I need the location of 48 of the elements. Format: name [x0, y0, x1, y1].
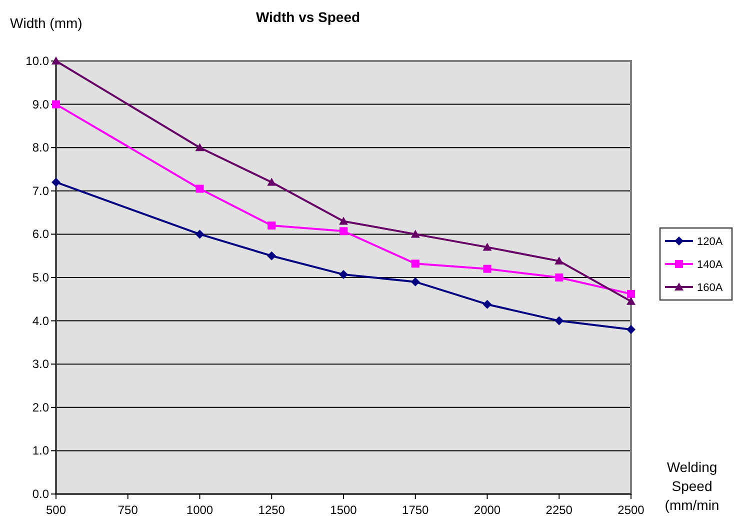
point: [195, 230, 204, 239]
x-tick-label: 1250: [258, 503, 286, 517]
x-tick-label: 750: [118, 503, 138, 517]
point: [483, 264, 492, 273]
point: [555, 274, 564, 282]
point: [482, 242, 492, 251]
y-tick-label: 3.0: [32, 357, 50, 372]
chart-title: Width vs Speed: [256, 9, 360, 25]
point: [339, 270, 348, 279]
y-tick-label: 7.0: [32, 184, 50, 198]
y-tick-label: 4.0: [32, 314, 50, 328]
point: [267, 178, 276, 186]
x-tick-label: 2500: [618, 503, 645, 517]
legend-label: 140A: [697, 259, 724, 271]
x-tick-label: 2250: [546, 503, 573, 517]
point: [410, 277, 420, 286]
point: [482, 300, 492, 309]
y-tick-label: 5.0: [32, 270, 50, 284]
legend-label: 120A: [697, 236, 724, 248]
point: [410, 230, 420, 238]
y-tick-label: 6.0: [32, 227, 50, 242]
point: [626, 296, 636, 305]
point: [339, 216, 348, 225]
y-tick-label: 8.0: [32, 140, 50, 155]
point: [411, 260, 420, 268]
y-tick-label: 10.0: [26, 54, 50, 68]
y-tick-label: 9.0: [32, 97, 50, 112]
x-tick-label: 2000: [474, 503, 501, 517]
x-tick-label: 1500: [330, 503, 358, 517]
point: [196, 184, 204, 193]
point: [554, 256, 564, 265]
point: [627, 290, 635, 298]
y-tick-label: 1.0: [32, 444, 50, 458]
point: [626, 324, 636, 334]
x-axis-title: Welding Speed (mm/min: [664, 459, 720, 513]
y-tick-label: 0.0: [32, 487, 50, 501]
point: [267, 251, 276, 260]
x-tick-label: 1000: [186, 503, 214, 517]
x-tick-label: 1750: [402, 503, 430, 517]
point: [340, 227, 348, 236]
y-tick-label: 2.0: [32, 400, 50, 414]
point: [268, 222, 276, 230]
point: [52, 178, 60, 187]
legend-label: 160A: [697, 282, 724, 294]
point: [195, 143, 204, 152]
y-axis-title: Width (mm): [10, 15, 82, 31]
x-tick-label: 500: [46, 503, 66, 517]
point: [554, 316, 564, 326]
